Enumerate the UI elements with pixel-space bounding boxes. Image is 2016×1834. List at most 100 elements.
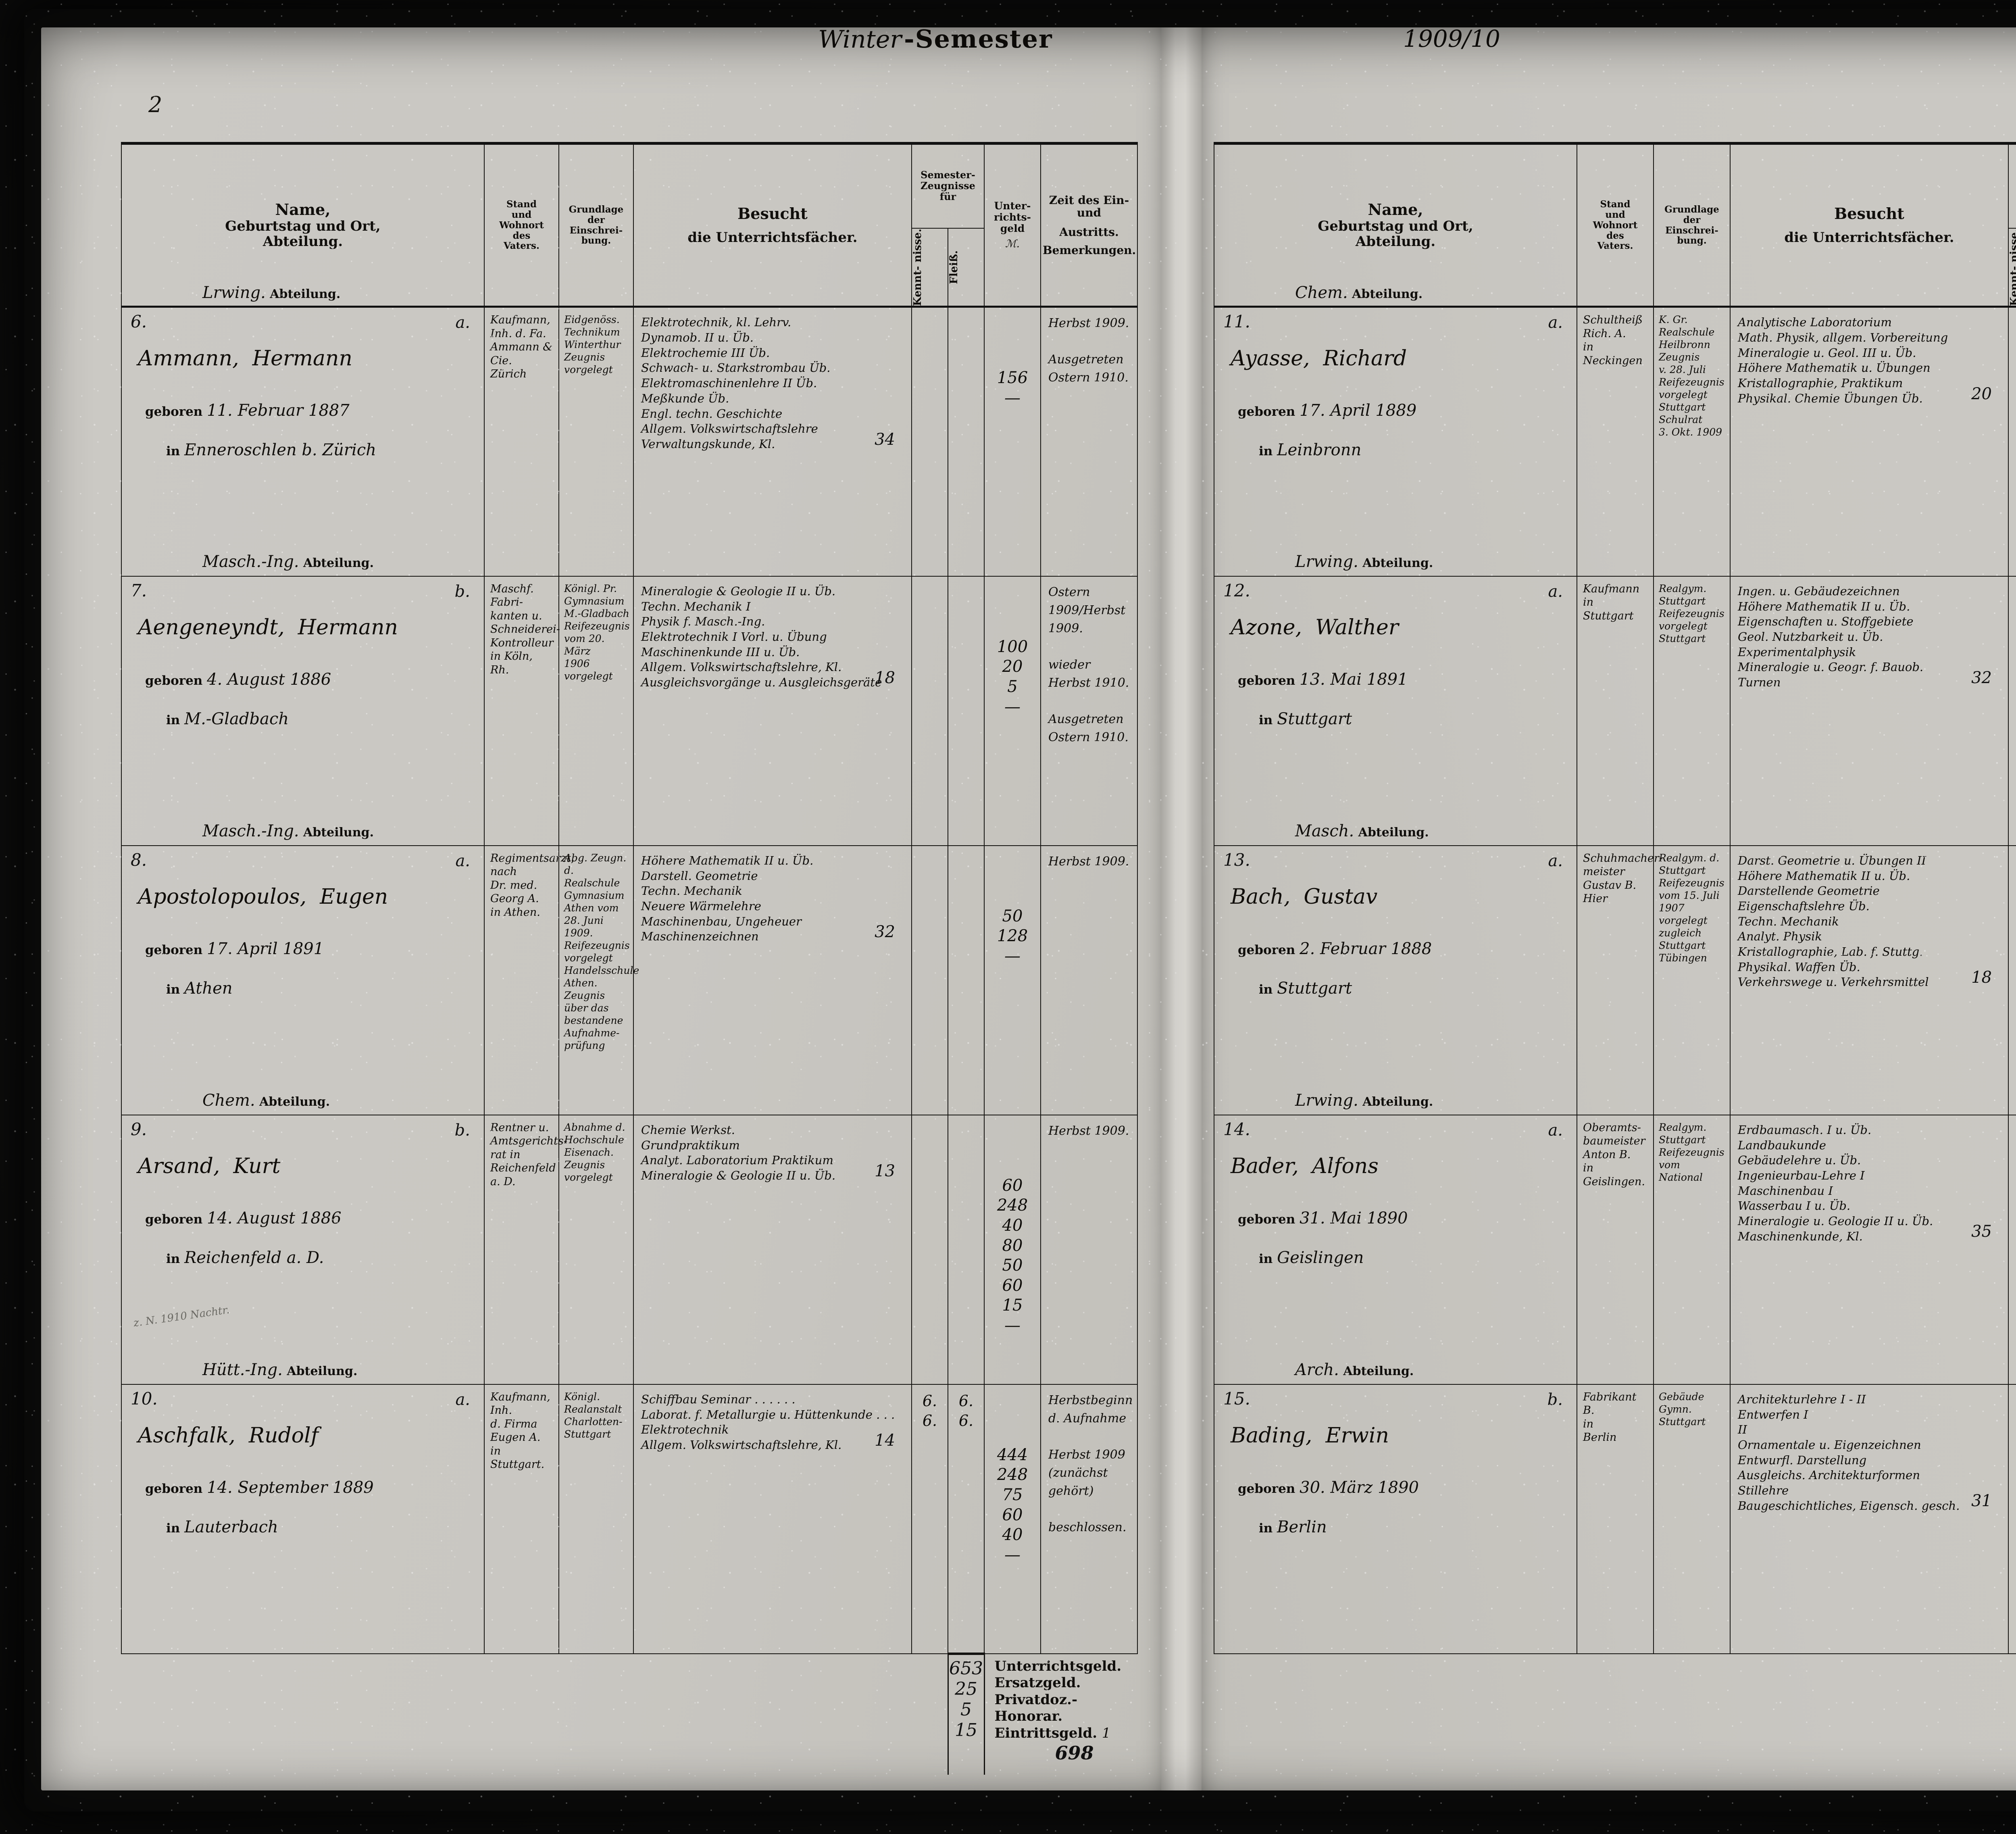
cell-basis: Eidgenöss. Technikum Winterthur Zeugnis vorg… <box>558 306 634 577</box>
cell-remarks: Herbstbeginn d. Aufnahme Herbst 1909 (zu… <box>1040 1384 1138 1654</box>
book-gutter <box>1161 27 1202 1790</box>
table-row: 13. a. Bach, Gustav geboren 2. Februar 1888… <box>1214 822 2016 1115</box>
birth-line: geboren 11. Februar 1887 <box>145 401 350 420</box>
cell-father: Regimentsarzt, nach Dr. med. Georg A. in Ath… <box>484 845 575 1115</box>
col-header-grades: Semester- Zeugnisse für <box>911 142 985 229</box>
student-name: Arsand, Kurt <box>138 1154 281 1178</box>
student-name: Apostolopoulos, Eugen <box>138 884 388 909</box>
entry-section-letter: b. <box>1547 1390 1563 1409</box>
birth-line: geboren 17. April 1891 <box>145 939 324 958</box>
student-name: Bach, Gustav <box>1231 884 1378 909</box>
cell-basis: Abnahme d. Hochschule Eisenach. Zeugnis vorg… <box>558 1114 634 1385</box>
totals-labels-left: Unterrichtsgeld. Ersatzgeld. Privatdoz.-Ho… <box>984 1654 1137 1775</box>
col-header-fleiss: Fleiß. <box>948 228 985 308</box>
entry-section-letter: a. <box>1548 582 1563 601</box>
entry-section-letter: a. <box>1548 1121 1563 1140</box>
birth-line: geboren 14. August 1886 <box>145 1209 342 1228</box>
division-line: Lrwing. Abteilung. <box>1295 1091 1433 1110</box>
table-row: 7. b. Aengeneyndt, Hermann geboren 4. Augus… <box>121 552 1138 846</box>
entry-section-letter: a. <box>1548 851 1563 870</box>
cell-name: 8. a. Apostolopoulos, Eugen geboren 17. Apr… <box>121 822 485 1115</box>
col-header-father: Stand und Wohnort des Vaters. <box>484 142 559 308</box>
birthplace-line: in Stuttgart <box>1259 979 1352 998</box>
cell-name: 15. b. Bading, Erwin geboren 30. März 1890 i… <box>1214 1361 1577 1654</box>
cell-father: Fabrikant B. in Berlin <box>1577 1384 1654 1654</box>
cell-name: 13. a. Bach, Gustav geboren 2. Februar 1888… <box>1214 822 1577 1115</box>
col-header-fee: Unter- richts- geld ℳ. <box>984 142 1041 308</box>
cell-subjects: Darst. Geometrie u. Übungen II Höhere Mat… <box>1730 845 2009 1115</box>
entry-number: 8. <box>131 850 147 870</box>
division-line: Masch.-Ing. Abteilung. <box>202 552 374 571</box>
cell-fleiss <box>948 1114 985 1385</box>
total-value: 25 <box>955 1678 977 1699</box>
total-label: Unterrichtsgeld. <box>994 1658 1122 1674</box>
spread-title: Winter-Semester <box>613 24 1258 54</box>
subject-count: 32 <box>1971 668 1992 687</box>
total-label: Eintrittsgeld. 1 <box>994 1725 1111 1741</box>
entry-section-letter: a. <box>455 313 470 332</box>
col-header-father-right: Stand und Wohnort des Vaters. <box>1577 142 1654 308</box>
subject-count: 14 <box>875 1431 895 1450</box>
table-row: 15. b. Bading, Erwin geboren 30. März 1890 i… <box>1214 1361 2016 1654</box>
cell-kenntnisse <box>911 845 948 1115</box>
division-line: Chem. Abteilung. <box>202 1091 330 1110</box>
entry-number: 11. <box>1223 312 1250 332</box>
cell-remarks: Herbst 1909. Ausgetreten Ostern 1910. <box>1040 306 1138 577</box>
cell-subjects: Elektrotechnik, kl. Lehrv. Dynamob. II u.… <box>633 306 912 577</box>
table-row: 12. a. Azone, Walther geboren 13. Mai 1891 i… <box>1214 552 2016 846</box>
student-name: Ayasse, Richard <box>1231 346 1407 371</box>
birth-line: geboren 13. Mai 1891 <box>1238 670 1408 689</box>
cell-kenntnisse <box>911 575 948 846</box>
cell-fee: 156— <box>984 306 1041 577</box>
table-row: 14. a. Bader, Alfons geboren 31. Mai 1890 in… <box>1214 1091 2016 1385</box>
cell-basis: Realgym. d. Stuttgart Reifezeugnis vom 15. … <box>1653 845 1731 1115</box>
folio-number-left: 2 <box>148 92 162 117</box>
subject-count: 13 <box>875 1161 895 1180</box>
cell-subjects: Mineralogie & Geologie II u. Üb. Techn. M… <box>633 575 912 846</box>
subject-count: 18 <box>1971 968 1992 987</box>
col-header-name-right: Name, Geburtstag und Ort, Abteilung. <box>1214 142 1577 308</box>
col-header-subjects: Besucht die Unterrichtsfächer. <box>633 142 912 308</box>
table-foot-right: 59414-15 Unterrichtsgeld.Ersatzgeld.Priv… <box>1214 1654 2016 1775</box>
total-value: 653 <box>949 1658 983 1679</box>
cell-name: 11. a. Ayasse, Richard geboren 17. April 18… <box>1214 283 1577 577</box>
cell-basis: Königl. Pr. Gymnasium M.-Gladbach Reifezeug… <box>558 575 634 846</box>
table-row: 6. a. Ammann, Hermann geboren 11. Februar 1… <box>121 283 1138 577</box>
entry-number: 9. <box>131 1119 147 1139</box>
register-table-right: Name, Geburtstag und Ort, Abteilung. Sta… <box>1214 142 2016 1775</box>
birthplace-line: in Leinbronn <box>1259 441 1362 460</box>
cell-father: Schuhmacher-meister Gustav B. Hier <box>1577 845 1663 1115</box>
division-line: Arch. Abteilung. <box>1295 1360 1414 1379</box>
entry-section-letter: a. <box>455 851 470 870</box>
total-label: Privatdoz.-Honorar. <box>994 1691 1078 1725</box>
title-season-handwritten: Winter <box>818 25 902 54</box>
birth-line: geboren 30. März 1890 <box>1238 1478 1419 1497</box>
col-header-basis-right: Grundlage der Einschrei- bung. <box>1653 142 1731 308</box>
cell-kenntnisse <box>2008 1114 2016 1385</box>
cell-fleiss: 6. 6. <box>948 1384 985 1654</box>
division-line: Hütt.-Ing. Abteilung. <box>202 1360 358 1379</box>
cell-kenntnisse <box>2008 306 2016 577</box>
entry-section-letter: b. <box>454 582 470 601</box>
cell-fee: 60 248 40 80 50 60 15— <box>984 1114 1041 1385</box>
entry-section-letter: a. <box>455 1390 470 1409</box>
table-row: 9. b. Arsand, Kurt geboren 14. August 1886 i… <box>121 1091 1138 1385</box>
birthplace-line: in Geislingen <box>1259 1248 1364 1267</box>
register-table-left: Name, Geburtstag und Ort, Abteilung. Sta… <box>121 142 1138 1775</box>
cell-subjects: Architekturlehre I - II Entwerfen I II Orna… <box>1730 1384 2009 1654</box>
table-row: 10. a. Aschfalk, Rudolf geboren 14. Septemb… <box>121 1361 1138 1654</box>
entry-section-letter: b. <box>454 1121 470 1140</box>
total-label: Ersatzgeld. <box>994 1675 1081 1691</box>
cell-fleiss <box>948 845 985 1115</box>
cell-kenntnisse <box>911 306 948 577</box>
entry-number: 6. <box>131 312 147 332</box>
cell-kenntnisse: 6. 6. <box>911 1384 948 1654</box>
entry-number: 7. <box>131 580 147 600</box>
col-header-kenntnisse: Kennt- nisse. <box>911 228 948 308</box>
cell-subjects: Erdbaumasch. I u. Üb. Landbaukunde Gebäude… <box>1730 1114 2009 1385</box>
cell-remarks: Herbst 1909. <box>1040 845 1138 1115</box>
cell-remarks: Herbst 1909. <box>1040 1114 1138 1385</box>
col-header-subjects-right: Besucht die Unterrichtsfächer. <box>1730 142 2009 308</box>
cell-fee: 100 20 5— <box>984 575 1041 846</box>
